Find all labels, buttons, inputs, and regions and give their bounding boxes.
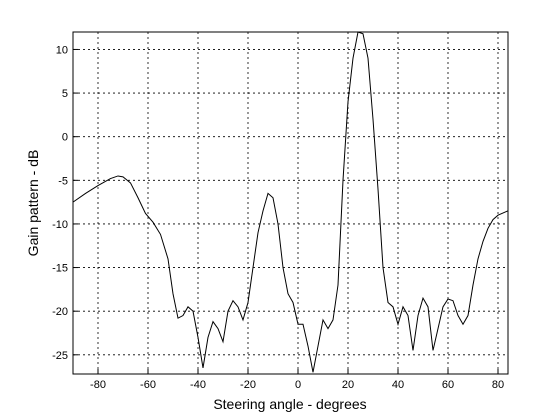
x-tick-label: 40 (392, 379, 404, 391)
x-tick-label: -80 (90, 379, 106, 391)
x-tick-label: 0 (295, 379, 301, 391)
x-tick-label: -60 (140, 379, 156, 391)
y-tick-label: -15 (52, 263, 68, 275)
line (72, 31, 509, 373)
y-axis-label: Gain pattern - dB (25, 150, 41, 257)
x-axis-label: Steering angle - degrees (213, 396, 366, 412)
x-tick-label: -40 (190, 379, 206, 391)
y-tick-label: -10 (52, 219, 68, 231)
axes-box (72, 31, 509, 375)
y-tick-label: -20 (52, 306, 68, 318)
y-tick-label: 5 (62, 88, 68, 100)
y-tick-label: -5 (58, 175, 68, 187)
x-tick-label: 80 (492, 379, 504, 391)
y-tick-label: -25 (52, 350, 68, 362)
x-tick-label: -20 (240, 379, 256, 391)
x-tick-label: 20 (342, 379, 354, 391)
x-tick-label: 60 (442, 379, 454, 391)
y-tick-label: 10 (56, 44, 68, 56)
y-tick-label: 0 (62, 132, 68, 144)
